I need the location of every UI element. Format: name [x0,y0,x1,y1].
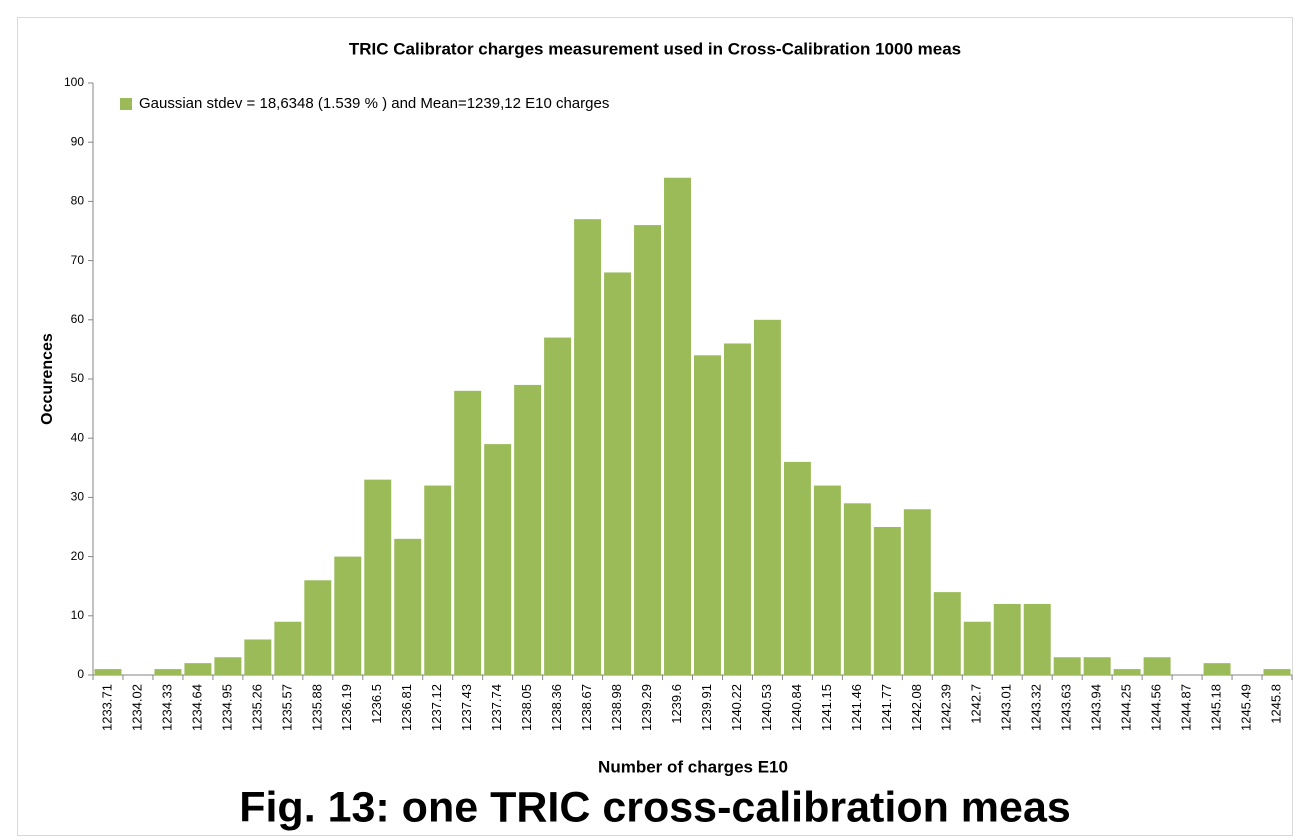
x-tick-label: 1238.67 [579,684,594,731]
bar [1143,657,1171,675]
x-tick-label: 1234.33 [159,684,174,731]
bar [394,538,422,675]
x-tick-label: 1236.81 [399,684,414,731]
bar [753,319,781,675]
bar [424,485,452,675]
x-tick-label: 1234.95 [219,684,234,731]
x-tick-label: 1245.49 [1238,684,1253,731]
bar [244,639,272,675]
x-tick-label: 1237.43 [459,684,474,731]
x-tick-label: 1235.26 [249,684,264,731]
bar [94,669,122,675]
bar [933,592,961,675]
bar [544,337,572,675]
bar [993,603,1021,675]
x-tick-label: 1240.22 [729,684,744,731]
y-tick-label: 90 [71,134,85,148]
x-tick-label: 1238.05 [519,684,534,731]
x-tick-label: 1234.02 [129,684,144,731]
x-tick-label: 1243.63 [1059,684,1074,731]
legend-swatch [120,98,132,110]
y-axis-title: Occurences [39,333,56,425]
bar [214,657,242,675]
bar [154,669,182,675]
x-tick-label: 1239.6 [669,684,684,724]
x-tick-label: 1234.64 [189,684,204,731]
bar [574,219,602,675]
x-axis-title: Number of charges E10 [598,757,788,776]
x-tick-label: 1238.98 [609,684,624,731]
bar [693,355,721,675]
bar [364,479,392,675]
bar [664,177,692,675]
bar [1083,657,1111,675]
legend-label: Gaussian stdev = 18,6348 (1.539 % ) and … [139,95,609,112]
x-tick-label: 1236.19 [339,684,354,731]
chart-title: TRIC Calibrator charges measurement used… [349,39,961,58]
bar [873,527,901,675]
x-tick-label: 1245.8 [1268,684,1283,724]
x-tick-label: 1235.88 [309,684,324,731]
bar [813,485,841,675]
bar [843,503,871,675]
y-tick-label: 30 [71,490,85,504]
bar [1053,657,1081,675]
bar [634,225,662,675]
y-tick-label: 50 [71,371,85,385]
bar [1263,669,1291,675]
y-tick-label: 80 [71,194,85,208]
x-tick-label: 1245.18 [1209,684,1224,731]
x-tick-label: 1244.87 [1179,684,1194,731]
bar [903,509,931,675]
y-tick-label: 40 [71,430,85,444]
x-tick-label: 1240.53 [759,684,774,731]
x-tick-label: 1233.71 [99,684,114,731]
bar [1023,603,1051,675]
bar [484,444,512,675]
y-tick-label: 20 [71,549,85,563]
x-tick-label: 1238.36 [549,684,564,731]
x-tick-label: 1237.74 [489,684,504,731]
x-tick-label: 1236.5 [369,684,384,724]
x-tick-label: 1243.32 [1029,684,1044,731]
x-tick-label: 1242.08 [909,684,924,731]
bar [783,461,811,675]
x-tick-label: 1235.57 [279,684,294,731]
y-tick-label: 10 [71,608,85,622]
chart-frame [17,17,1293,836]
x-tick-label: 1237.12 [429,684,444,731]
bar [184,663,212,675]
y-tick-label: 100 [64,75,84,89]
x-tick-label: 1239.91 [699,684,714,731]
x-tick-label: 1239.29 [639,684,654,731]
x-tick-label: 1242.7 [969,684,984,724]
bar [454,390,482,675]
bar [334,556,362,675]
x-tick-label: 1241.46 [849,684,864,731]
bar [1203,663,1231,675]
bar [963,621,991,675]
bar [1113,669,1141,675]
y-tick-label: 60 [71,312,85,326]
x-tick-label: 1240.84 [789,684,804,731]
y-tick-label: 70 [71,253,85,267]
bar [514,384,542,675]
bar [723,343,751,675]
x-tick-label: 1244.56 [1149,684,1164,731]
x-tick-label: 1243.94 [1089,684,1104,731]
x-tick-label: 1244.25 [1119,684,1134,731]
bar [604,272,632,675]
x-tick-label: 1242.39 [939,684,954,731]
bar [274,621,302,675]
x-tick-label: 1241.15 [819,684,834,731]
x-tick-label: 1241.77 [879,684,894,731]
x-tick-label: 1243.01 [999,684,1014,731]
figure-caption: Fig. 13: one TRIC cross-calibration meas [239,783,1071,831]
y-tick-label: 0 [77,667,84,681]
bar [304,580,332,675]
